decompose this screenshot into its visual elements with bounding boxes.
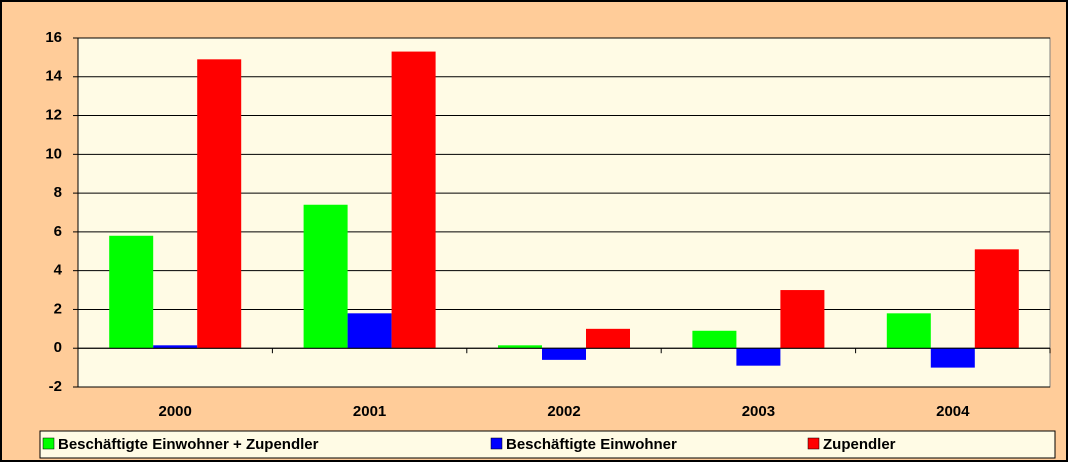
legend-label: Beschäftigte Einwohner xyxy=(506,436,677,453)
y-tick-label: 10 xyxy=(45,145,62,162)
bar xyxy=(153,345,198,349)
x-tick-label: 2002 xyxy=(547,403,580,420)
bar xyxy=(930,348,975,368)
bar xyxy=(886,313,931,349)
bar xyxy=(391,51,436,349)
y-tick-label: 6 xyxy=(54,223,62,240)
bar xyxy=(347,313,392,349)
legend-box xyxy=(39,430,1056,459)
x-tick-label: 2003 xyxy=(742,403,775,420)
x-tick-label: 2000 xyxy=(159,403,192,420)
legend-label: Beschäftigte Einwohner + Zupendler xyxy=(58,436,319,453)
legend-label: Zupendler xyxy=(823,436,896,453)
y-tick-label: 14 xyxy=(45,68,62,85)
x-tick-label: 2004 xyxy=(936,403,970,420)
bar xyxy=(303,204,348,349)
legend-swatch xyxy=(42,437,55,450)
y-tick-label: -2 xyxy=(49,378,62,395)
bar xyxy=(197,59,242,349)
y-tick-label: 16 xyxy=(45,29,62,46)
y-tick-label: 4 xyxy=(54,262,63,279)
bar xyxy=(780,290,825,349)
y-tick-label: 12 xyxy=(45,107,62,124)
legend-swatch xyxy=(807,437,820,450)
bar xyxy=(586,328,630,349)
x-tick-label: 2001 xyxy=(353,403,386,420)
bar xyxy=(692,330,737,349)
legend-swatch xyxy=(490,437,503,450)
bar xyxy=(498,345,542,349)
bar xyxy=(542,348,586,360)
y-tick-label: 0 xyxy=(54,339,62,356)
y-tick-label: 2 xyxy=(54,300,62,317)
y-tick-label: 8 xyxy=(54,184,62,201)
bar xyxy=(974,249,1019,349)
bar xyxy=(109,235,154,349)
bar xyxy=(736,348,781,366)
